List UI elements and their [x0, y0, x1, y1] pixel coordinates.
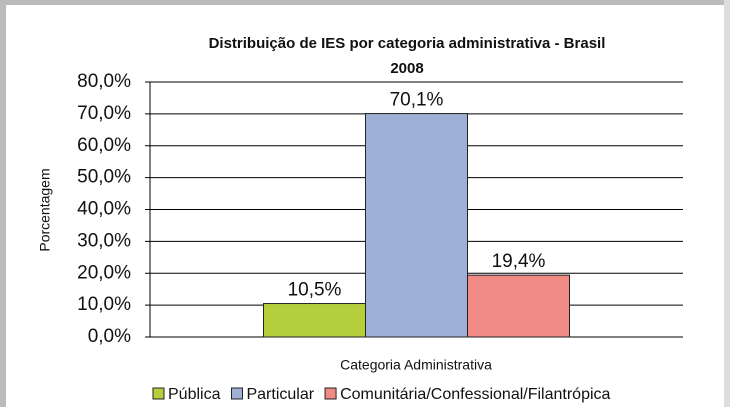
- data-label: 19,4%: [492, 251, 546, 272]
- legend-swatch: [230, 387, 243, 400]
- data-label: 70,1%: [390, 90, 444, 111]
- y-tick-label: 50,0%: [77, 167, 131, 188]
- y-tick-label: 80,0%: [77, 71, 131, 92]
- bar: [263, 303, 366, 338]
- x-axis-label: Categoria Administrativa: [340, 357, 492, 373]
- bar: [365, 113, 468, 338]
- legend-swatch: [152, 387, 165, 400]
- y-tick-label: 70,0%: [77, 103, 131, 124]
- chart-title: Distribuição de IES por categoria admini…: [209, 35, 606, 52]
- frame-left: [0, 0, 6, 407]
- y-axis-label: Porcentagem: [37, 168, 53, 251]
- frame-top: [0, 0, 730, 5]
- y-tick-label: 30,0%: [77, 230, 131, 251]
- y-tick-label: 10,0%: [77, 294, 131, 315]
- y-tick-label: 20,0%: [77, 262, 131, 283]
- chart-title: 2008: [390, 60, 423, 77]
- bar: [467, 274, 570, 338]
- y-tick-label: 0,0%: [88, 326, 131, 347]
- y-tick-label: 60,0%: [77, 135, 131, 156]
- legend-swatch: [324, 387, 337, 400]
- legend-label: Particular: [246, 386, 314, 403]
- data-label: 10,5%: [288, 280, 342, 301]
- legend-label: Comunitária/Confessional/Filantrópica: [340, 386, 610, 403]
- frame-right: [724, 0, 730, 407]
- y-tick-label: 40,0%: [77, 199, 131, 220]
- legend-label: Pública: [168, 386, 221, 403]
